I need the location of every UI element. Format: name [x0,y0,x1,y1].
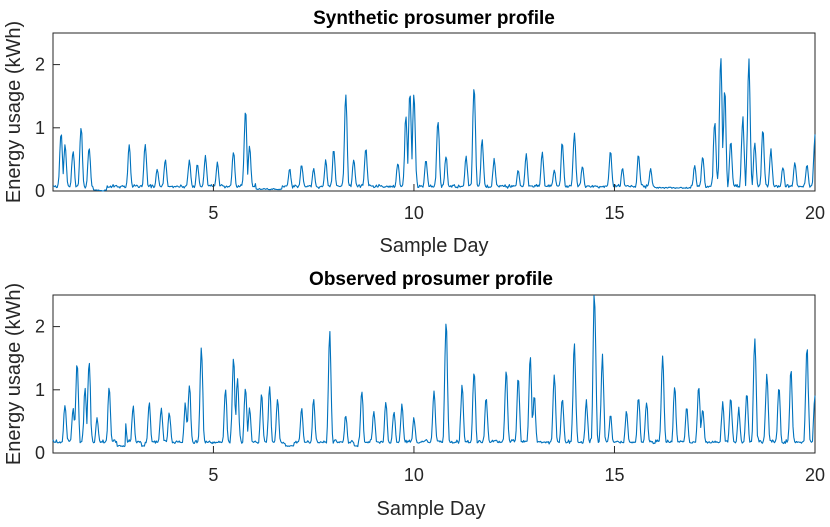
observed-y-axis-label: Energy usage (kWh) [3,283,25,465]
synthetic-series-line [52,58,816,192]
x-tick-label: 15 [604,465,624,485]
synthetic-y-ticks: 0 1 2 [35,55,60,201]
synthetic-profile-chart: Synthetic prosumer profile Sample Day En… [3,8,825,257]
y-tick-label: 2 [35,317,45,337]
x-tick-label: 15 [604,203,624,223]
x-tick-label: 10 [404,203,424,223]
y-tick-label: 1 [35,380,45,400]
synthetic-y-axis-label: Energy usage (kWh) [3,21,25,203]
observed-y-ticks: 0 1 2 [35,317,60,463]
synthetic-axes-box [52,32,816,192]
x-tick-label: 5 [208,465,218,485]
synthetic-x-axis-label: Sample Day [380,235,489,257]
y-tick-label: 2 [35,55,45,75]
y-tick-label: 0 [35,181,45,201]
observed-profile-chart: Observed prosumer profile Sample Day Ene… [3,269,825,520]
x-tick-label: 20 [805,203,825,223]
observed-chart-title: Observed prosumer profile [309,269,553,290]
x-tick-label: 10 [404,465,424,485]
observed-x-axis-label: Sample Day [377,498,486,520]
synthetic-chart-title: Synthetic prosumer profile [313,8,555,29]
x-tick-label: 5 [208,203,218,223]
y-tick-label: 1 [35,118,45,138]
observed-x-ticks: 5 10 15 20 [208,446,825,485]
x-tick-label: 20 [805,465,825,485]
synthetic-x-ticks: 5 10 15 20 [208,184,825,223]
observed-axes-box [52,294,816,454]
y-tick-label: 0 [35,443,45,463]
observed-series-line [52,294,816,448]
